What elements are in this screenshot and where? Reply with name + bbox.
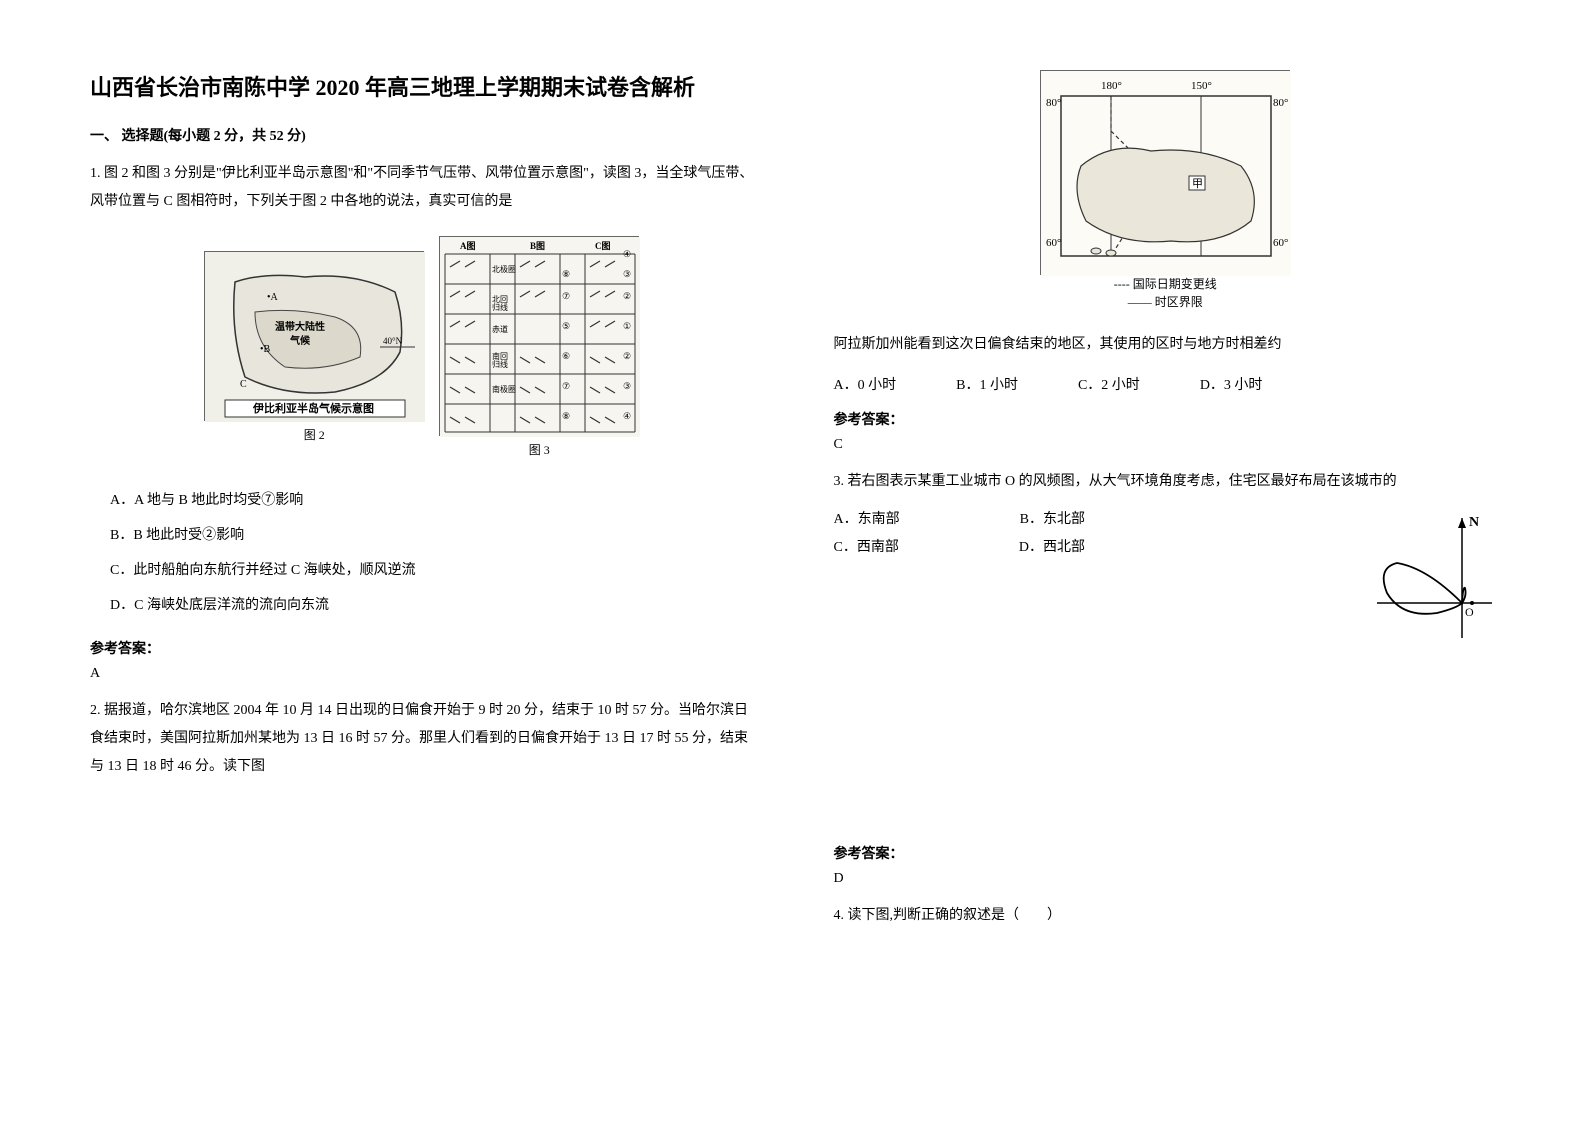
q1-option-a: A．A 地与 B 地此时均受⑦影响	[110, 483, 754, 518]
q1-answer-label: 参考答案：	[90, 638, 754, 658]
iberia-lat-label: 40°N	[383, 336, 403, 346]
alaska-svg: 180° 150° 80° 80° 60° 60°	[1041, 71, 1291, 276]
belts-row4b: 归线	[492, 359, 508, 369]
iberia-point-c: C	[240, 379, 247, 390]
svg-text:⑧: ⑧	[562, 269, 570, 279]
q3-block: 3. 若右图表示某重工业城市 O 的风频图，从大气环境角度考虑，住宅区最好布局在…	[834, 468, 1498, 648]
q1-figure-belts: A图 B图 C图	[439, 236, 639, 436]
svg-text:②: ②	[623, 351, 631, 361]
q1-option-b: B．B 地此时受②影响	[110, 518, 754, 553]
q3-stem: 3. 若右图表示某重工业城市 O 的风频图，从大气环境角度考虑，住宅区最好布局在…	[834, 468, 1498, 496]
right-column: 180° 150° 80° 80° 60° 60°	[834, 70, 1498, 942]
belts-row1: 北极圈	[492, 264, 516, 274]
svg-text:②: ②	[623, 291, 631, 301]
q1-figure-iberia-wrap: •A •B C 温带大陆性 气候 40°N 伊比利亚半岛气候示意图 图 2	[204, 251, 424, 443]
q1-fig-iberia-caption: 图 2	[204, 426, 424, 443]
q2-option-c: C．2 小时	[1078, 374, 1140, 394]
iberia-title: 伊比利亚半岛气候示意图	[252, 401, 374, 415]
iberia-climate-label: 温带大陆性	[275, 320, 325, 333]
q2-stem: 2. 据报道，哈尔滨地区 2004 年 10 月 14 日出现的日偏食开始于 9…	[90, 697, 754, 781]
map-lon-150: 150°	[1191, 80, 1212, 92]
map-lat-80l: 80°	[1046, 97, 1061, 109]
wind-rose-svg: N O	[1367, 508, 1497, 648]
q1-fig-belts-caption: 图 3	[439, 441, 639, 458]
belts-col-a: A图	[460, 241, 476, 251]
iberia-climate-label2: 气候	[289, 334, 311, 347]
svg-text:⑤: ⑤	[562, 321, 570, 331]
q2-legend-line2: —— 时区界限	[834, 293, 1498, 311]
svg-text:③: ③	[623, 381, 631, 391]
q3-options-row2: C．西南部 D．西北部	[834, 536, 1348, 556]
q3-option-c: C．西南部	[834, 536, 899, 556]
q1-stem: 1. 图 2 和图 3 分别是"伊比利亚半岛示意图"和"不同季节气压带、风带位置…	[90, 160, 754, 216]
q1-option-d: D．C 海峡处底层洋流的流向向东流	[110, 588, 754, 623]
q4-stem: 4. 读下图,判断正确的叙述是（ ）	[834, 902, 1498, 930]
q2-answer-label: 参考答案：	[834, 409, 1498, 429]
q1-option-c: C．此时船舶向东航行并经过 C 海峡处，顺风逆流	[110, 553, 754, 588]
map-lat-60r: 60°	[1273, 237, 1288, 249]
q3-option-d: D．西北部	[1019, 536, 1085, 556]
q3-options-row1: A．东南部 B．东北部	[834, 508, 1348, 528]
belts-col-c: C图	[595, 241, 611, 251]
map-lat-80r: 80°	[1273, 97, 1288, 109]
belts-row5: 南极圈	[492, 384, 516, 394]
iberia-point-a: •A	[267, 292, 279, 303]
map-lon-180: 180°	[1101, 80, 1122, 92]
q3-answer-label: 参考答案：	[834, 843, 1498, 863]
q1-figure-iberia: •A •B C 温带大陆性 气候 40°N 伊比利亚半岛气候示意图	[204, 251, 424, 421]
q2-option-b: B．1 小时	[956, 374, 1018, 394]
iberia-point-b: •B	[260, 344, 271, 355]
wind-north-label: N	[1469, 515, 1479, 530]
q2-legend: ---- 国际日期变更线 —— 时区界限	[834, 275, 1498, 311]
svg-text:③: ③	[623, 269, 631, 279]
q3-option-b: B．东北部	[1020, 508, 1085, 528]
left-column: 山西省长治市南陈中学 2020 年高三地理上学期期末试卷含解析 一、 选择题(每…	[90, 70, 754, 942]
q1-figure-belts-wrap: A图 B图 C图	[439, 236, 639, 458]
q3-answer: D	[834, 871, 1498, 887]
belts-svg: A图 B图 C图	[440, 237, 640, 437]
map-lat-60l: 60°	[1046, 237, 1061, 249]
page-container: 山西省长治市南陈中学 2020 年高三地理上学期期末试卷含解析 一、 选择题(每…	[90, 70, 1497, 942]
svg-text:④: ④	[623, 411, 631, 421]
q2-sub-question: 阿拉斯加州能看到这次日偏食结束的地区，其使用的区时与地方时相差约	[834, 331, 1498, 359]
svg-text:⑦: ⑦	[562, 381, 570, 391]
section-header: 一、 选择题(每小题 2 分，共 52 分)	[90, 125, 754, 145]
iberia-map-svg: •A •B C 温带大陆性 气候 40°N 伊比利亚半岛气候示意图	[205, 252, 425, 422]
svg-text:⑧: ⑧	[562, 411, 570, 421]
map-city-label: 甲	[1192, 178, 1203, 190]
q1-options: A．A 地与 B 地此时均受⑦影响 B．B 地此时受②影响 C．此时船舶向东航行…	[110, 483, 754, 623]
q2-figure-alaska: 180° 150° 80° 80° 60° 60°	[1040, 70, 1290, 275]
q2-option-d: D．3 小时	[1200, 374, 1263, 394]
svg-text:⑦: ⑦	[562, 291, 570, 301]
q2-option-a: A．0 小时	[834, 374, 897, 394]
wind-origin-label: O	[1465, 605, 1474, 619]
q2-legend-line1: ---- 国际日期变更线	[834, 275, 1498, 293]
q1-figures: •A •B C 温带大陆性 气候 40°N 伊比利亚半岛气候示意图 图 2	[90, 236, 754, 458]
q1-answer: A	[90, 666, 754, 682]
belts-col-b: B图	[530, 241, 545, 251]
belts-row3: 赤道	[492, 324, 508, 334]
q2-figure-block: 180° 150° 80° 80° 60° 60°	[834, 70, 1498, 311]
document-title: 山西省长治市南陈中学 2020 年高三地理上学期期末试卷含解析	[90, 70, 754, 105]
q2-options: A．0 小时 B．1 小时 C．2 小时 D．3 小时	[834, 374, 1498, 394]
belts-row2b: 归线	[492, 302, 508, 312]
svg-text:①: ①	[623, 321, 631, 331]
q2-answer: C	[834, 437, 1498, 453]
svg-text:④: ④	[623, 249, 631, 259]
svg-text:⑥: ⑥	[562, 351, 570, 361]
q3-option-a: A．东南部	[834, 508, 900, 528]
q3-figure-wind: N O	[1367, 508, 1497, 648]
